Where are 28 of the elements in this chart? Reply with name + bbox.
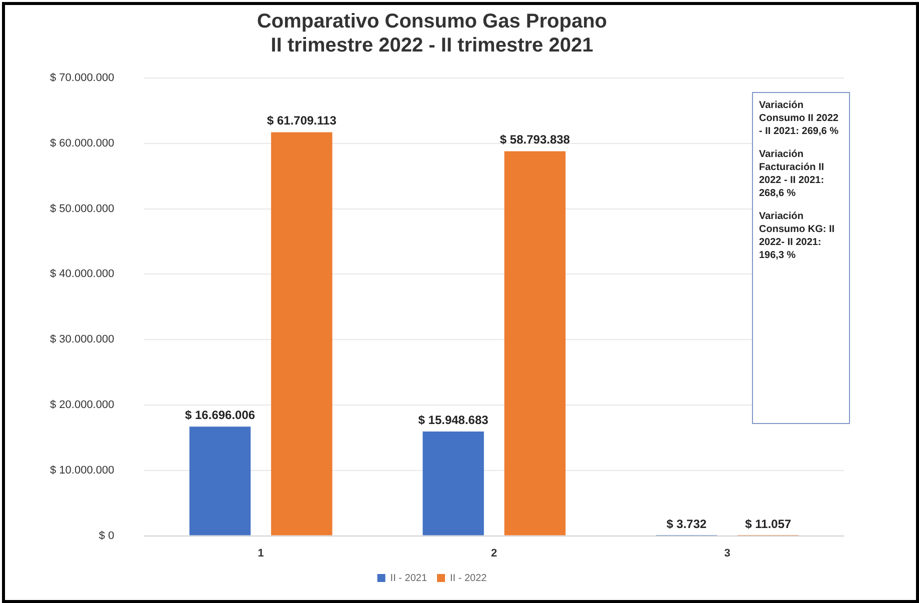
data-label: $ 11.057 — [745, 517, 792, 532]
y-tick-label: $ 50.000.000 — [50, 202, 114, 215]
legend-label: II - 2021 — [390, 572, 428, 584]
annotation: Variación Consumo KG: II 2022- II 2021: 196,3 % — [759, 210, 836, 262]
y-tick-label: $ 30.000.000 — [50, 334, 114, 346]
bar — [189, 426, 251, 536]
data-label: $ 58.793.838 — [500, 132, 570, 147]
annotation: Variación Facturación II 2022 - II 2021: 268,6 % — [759, 148, 826, 200]
data-label: $ 61.709.113 — [266, 114, 337, 128]
y-tick-label: $ 40.000.000 — [50, 268, 114, 280]
data-label: $ 3.732 — [666, 517, 707, 532]
text-box: Variación Consumo II 2022 - II 2021: 269,6 % Variación Facturación II 2022 - II 2021: 268,6 % Variación Consumo KG: II 2022- II 2021: 196,3 % — [752, 92, 850, 424]
y-tick-label: $ 70.000.000 — [50, 72, 114, 84]
x-tick-label: 1 — [258, 547, 264, 560]
bar — [271, 132, 332, 536]
bar — [504, 151, 566, 536]
data-label: $ 16.696.006 — [184, 408, 256, 422]
y-tick-label: $ 20.000.000 — [50, 399, 114, 412]
data-label: $ 15.948.683 — [418, 412, 489, 427]
x-tick-label: 2 — [491, 547, 498, 560]
legend-label: II - 2022 — [450, 572, 488, 584]
y-tick-label: $ 10.000.000 — [50, 464, 114, 476]
y-tick-label: $ 60.000.000 — [50, 137, 114, 150]
annotation: Variación Consumo II 2022 - II 2021: 269,6 % — [759, 99, 840, 138]
y-tick-label: $ 0 — [98, 530, 114, 542]
bar — [422, 431, 484, 536]
x-tick-label: 3 — [724, 547, 730, 560]
chart-title: Comparativo Consumo Gas Propano II trimestre 2022 - II trimestre 2021 — [256, 10, 608, 57]
